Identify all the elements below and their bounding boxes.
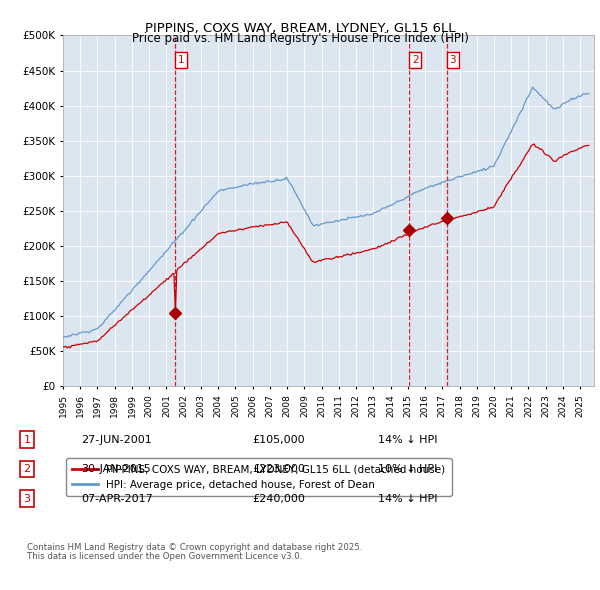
Text: 27-JUN-2001: 27-JUN-2001 [81, 435, 152, 444]
Text: 10% ↓ HPI: 10% ↓ HPI [378, 464, 437, 474]
Text: 1: 1 [178, 55, 184, 65]
Text: £105,000: £105,000 [252, 435, 305, 444]
Text: PIPPINS, COXS WAY, BREAM, LYDNEY, GL15 6LL: PIPPINS, COXS WAY, BREAM, LYDNEY, GL15 6… [145, 22, 455, 35]
Text: £240,000: £240,000 [252, 494, 305, 503]
Text: 2: 2 [23, 464, 31, 474]
Text: 14% ↓ HPI: 14% ↓ HPI [378, 494, 437, 503]
Legend: PIPPINS, COXS WAY, BREAM, LYDNEY, GL15 6LL (detached house), HPI: Average price,: PIPPINS, COXS WAY, BREAM, LYDNEY, GL15 6… [65, 458, 452, 496]
Text: 14% ↓ HPI: 14% ↓ HPI [378, 435, 437, 444]
Text: 1: 1 [23, 435, 31, 444]
Text: £223,000: £223,000 [252, 464, 305, 474]
Text: 3: 3 [23, 494, 31, 503]
Text: 2: 2 [412, 55, 418, 65]
Text: Price paid vs. HM Land Registry's House Price Index (HPI): Price paid vs. HM Land Registry's House … [131, 32, 469, 45]
Text: 30-JAN-2015: 30-JAN-2015 [81, 464, 151, 474]
Text: 07-APR-2017: 07-APR-2017 [81, 494, 153, 503]
Text: This data is licensed under the Open Government Licence v3.0.: This data is licensed under the Open Gov… [27, 552, 302, 561]
Text: Contains HM Land Registry data © Crown copyright and database right 2025.: Contains HM Land Registry data © Crown c… [27, 543, 362, 552]
Text: 3: 3 [449, 55, 456, 65]
